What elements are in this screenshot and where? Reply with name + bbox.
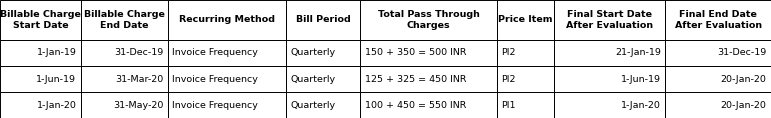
Bar xyxy=(0,66,81,92)
Text: Billable Charge
End Date: Billable Charge End Date xyxy=(84,10,165,30)
Text: Billable Charge
Start Date: Billable Charge Start Date xyxy=(0,10,81,30)
Bar xyxy=(665,92,771,118)
Text: PI2: PI2 xyxy=(501,74,516,84)
Text: Invoice Frequency: Invoice Frequency xyxy=(173,74,258,84)
Bar xyxy=(554,0,665,40)
Bar xyxy=(168,92,286,118)
Text: 20-Jan-20: 20-Jan-20 xyxy=(720,74,766,84)
Bar xyxy=(360,92,497,118)
Bar xyxy=(554,92,665,118)
Text: 1-Jan-20: 1-Jan-20 xyxy=(36,101,76,110)
Bar xyxy=(0,40,81,66)
Bar xyxy=(286,92,360,118)
Bar xyxy=(286,0,360,40)
Text: PI2: PI2 xyxy=(501,48,516,57)
Bar xyxy=(168,66,286,92)
Text: 21-Jan-19: 21-Jan-19 xyxy=(614,48,661,57)
Text: 31-Dec-19: 31-Dec-19 xyxy=(717,48,766,57)
Text: Final Start Date
After Evaluation: Final Start Date After Evaluation xyxy=(566,10,653,30)
Text: 125 + 325 = 450 INR: 125 + 325 = 450 INR xyxy=(365,74,466,84)
Bar xyxy=(497,0,554,40)
Bar xyxy=(286,40,360,66)
Bar xyxy=(554,66,665,92)
Bar xyxy=(497,92,554,118)
Text: 31-May-20: 31-May-20 xyxy=(113,101,163,110)
Bar xyxy=(360,66,497,92)
Text: Quarterly: Quarterly xyxy=(291,48,336,57)
Text: Invoice Frequency: Invoice Frequency xyxy=(173,48,258,57)
Text: 1-Jan-19: 1-Jan-19 xyxy=(36,48,76,57)
Bar xyxy=(168,40,286,66)
Text: Total Pass Through
Charges: Total Pass Through Charges xyxy=(378,10,480,30)
Bar xyxy=(0,92,81,118)
Text: PI1: PI1 xyxy=(501,101,516,110)
Text: Price Item: Price Item xyxy=(498,15,553,25)
Bar xyxy=(81,66,168,92)
Text: Invoice Frequency: Invoice Frequency xyxy=(173,101,258,110)
Bar xyxy=(665,66,771,92)
Text: Quarterly: Quarterly xyxy=(291,101,336,110)
Bar xyxy=(360,40,497,66)
Bar xyxy=(360,0,497,40)
Text: 150 + 350 = 500 INR: 150 + 350 = 500 INR xyxy=(365,48,466,57)
Text: 20-Jan-20: 20-Jan-20 xyxy=(720,101,766,110)
Bar xyxy=(665,0,771,40)
Text: 31-Dec-19: 31-Dec-19 xyxy=(114,48,163,57)
Bar xyxy=(0,0,81,40)
Bar xyxy=(497,66,554,92)
Text: 31-Mar-20: 31-Mar-20 xyxy=(115,74,163,84)
Bar xyxy=(168,0,286,40)
Bar xyxy=(286,66,360,92)
Text: Final End Date
After Evaluation: Final End Date After Evaluation xyxy=(675,10,762,30)
Text: Recurring Method: Recurring Method xyxy=(179,15,275,25)
Bar xyxy=(497,40,554,66)
Text: Quarterly: Quarterly xyxy=(291,74,336,84)
Text: 1-Jun-19: 1-Jun-19 xyxy=(621,74,661,84)
Bar xyxy=(554,40,665,66)
Bar xyxy=(81,40,168,66)
Text: 1-Jan-20: 1-Jan-20 xyxy=(621,101,661,110)
Bar xyxy=(665,40,771,66)
Text: 1-Jun-19: 1-Jun-19 xyxy=(36,74,76,84)
Bar xyxy=(81,92,168,118)
Text: Bill Period: Bill Period xyxy=(296,15,351,25)
Bar xyxy=(81,0,168,40)
Text: 100 + 450 = 550 INR: 100 + 450 = 550 INR xyxy=(365,101,466,110)
